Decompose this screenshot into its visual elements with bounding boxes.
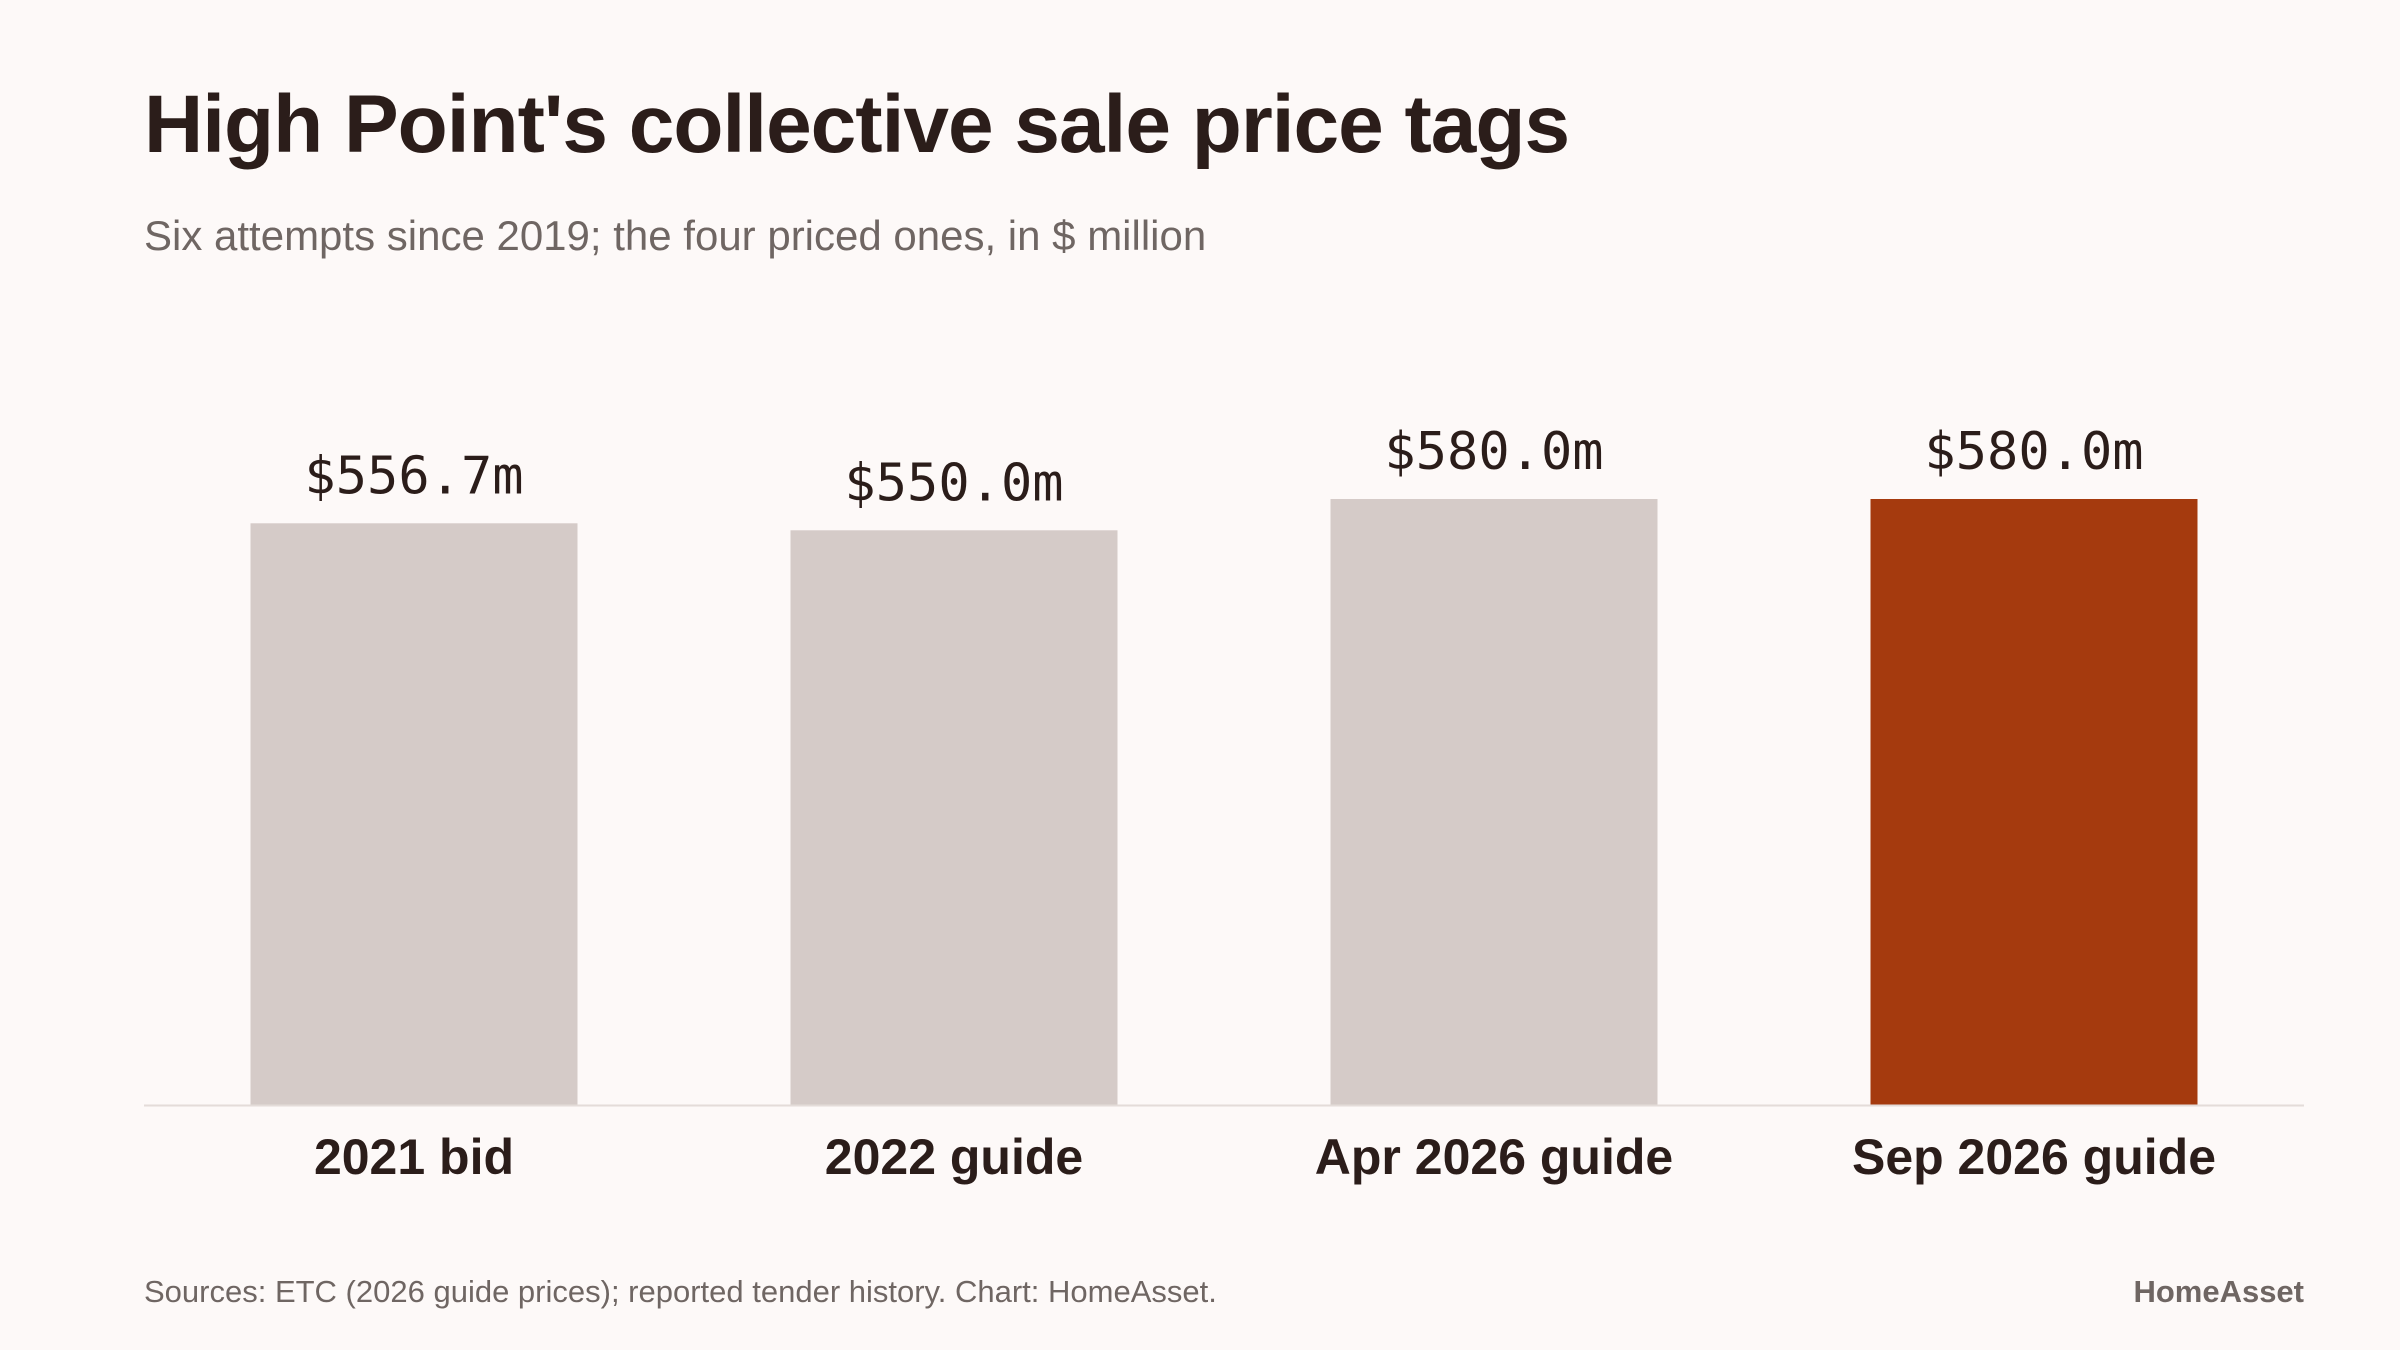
value-label-3: $580.0m	[1384, 422, 1603, 482]
bar-1	[250, 523, 578, 1105]
category-label-2: 2022 guide	[825, 1129, 1083, 1185]
value-label-2: $550.0m	[844, 453, 1063, 513]
bar-4	[1870, 499, 2198, 1105]
category-label-1: 2021 bid	[314, 1129, 514, 1185]
chart-title: High Point's collective sale price tags	[144, 79, 1570, 170]
bar-2	[790, 530, 1118, 1105]
brand-logo: HomeAsset	[2133, 1274, 2304, 1309]
bar-3	[1330, 499, 1658, 1105]
source-note: Sources: ETC (2026 guide prices); report…	[144, 1274, 1217, 1309]
chart-subtitle: Six attempts since 2019; the four priced…	[144, 212, 1207, 259]
category-label-4: Sep 2026 guide	[1852, 1129, 2216, 1185]
value-label-1: $556.7m	[304, 446, 523, 506]
value-label-4: $580.0m	[1924, 422, 2143, 482]
category-label-3: Apr 2026 guide	[1315, 1129, 1673, 1185]
